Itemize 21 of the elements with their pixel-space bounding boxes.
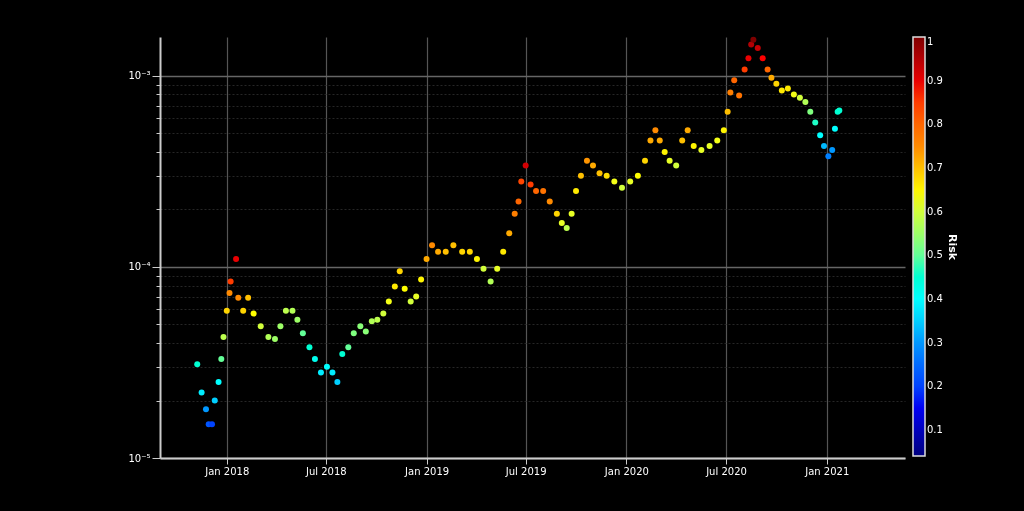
color-bar-label: 0.1 xyxy=(927,423,943,435)
color-bar-label: 0.2 xyxy=(927,380,943,392)
x-tick-label: Jan 2020 xyxy=(603,465,649,477)
color-bar-label: 0.6 xyxy=(927,205,943,217)
color-bar-label: 0.9 xyxy=(927,74,943,86)
y-tick-label: 10⁻³ xyxy=(128,70,151,82)
x-tick-label: Jul 2019 xyxy=(504,465,547,477)
y-tick-label: 10⁻⁵ xyxy=(128,452,151,464)
x-tick-label: Jan 2021 xyxy=(804,465,850,477)
color-bar-label: 0.5 xyxy=(927,249,943,261)
color-bar-title: Risk xyxy=(946,233,959,261)
x-tick-label: Jan 2019 xyxy=(404,465,450,477)
color-bar-label: 0.3 xyxy=(927,336,943,348)
x-tick-label: Jul 2018 xyxy=(305,465,347,477)
x-tick-label: Jul 2020 xyxy=(705,465,747,477)
color-bar-label: 0.7 xyxy=(927,161,943,173)
color-bar-label: 1 xyxy=(927,36,934,47)
color-bar-label: 0.8 xyxy=(927,118,943,130)
x-tick-label: Jan 2018 xyxy=(204,465,250,477)
color-bar-label: 0.4 xyxy=(927,292,943,304)
y-tick-label: 10⁻⁴ xyxy=(128,261,151,273)
